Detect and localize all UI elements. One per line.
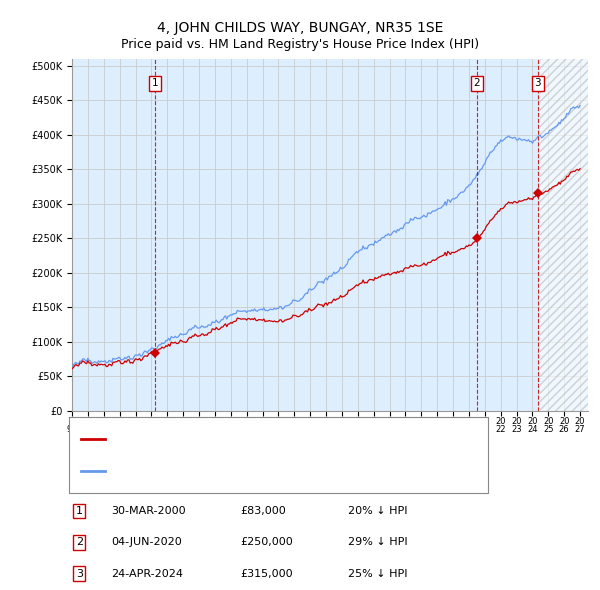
Bar: [541, 59, 596, 411]
Text: £315,000: £315,000: [240, 569, 293, 579]
Text: Price paid vs. HM Land Registry's House Price Index (HPI): Price paid vs. HM Land Registry's House …: [121, 38, 479, 51]
Text: 4, JOHN CHILDS WAY, BUNGAY, NR35 1SE: 4, JOHN CHILDS WAY, BUNGAY, NR35 1SE: [157, 21, 443, 35]
Text: 1: 1: [76, 506, 83, 516]
Text: 2: 2: [76, 537, 83, 548]
Text: 1: 1: [152, 78, 158, 88]
Text: £83,000: £83,000: [240, 506, 286, 516]
Text: 3: 3: [76, 569, 83, 579]
Text: 20% ↓ HPI: 20% ↓ HPI: [348, 506, 407, 516]
Text: £250,000: £250,000: [240, 537, 293, 548]
Bar: [541, 59, 596, 411]
Text: 04-JUN-2020: 04-JUN-2020: [111, 537, 182, 548]
Text: 25% ↓ HPI: 25% ↓ HPI: [348, 569, 407, 579]
Text: 29% ↓ HPI: 29% ↓ HPI: [348, 537, 407, 548]
Text: 24-APR-2024: 24-APR-2024: [111, 569, 183, 579]
Text: 3: 3: [535, 78, 541, 88]
Text: 2: 2: [473, 78, 480, 88]
Text: 4, JOHN CHILDS WAY, BUNGAY, NR35 1SE (detached house): 4, JOHN CHILDS WAY, BUNGAY, NR35 1SE (de…: [111, 434, 421, 444]
Text: 30-MAR-2000: 30-MAR-2000: [111, 506, 185, 516]
Text: HPI: Average price, detached house, East Suffolk: HPI: Average price, detached house, East…: [111, 466, 366, 476]
